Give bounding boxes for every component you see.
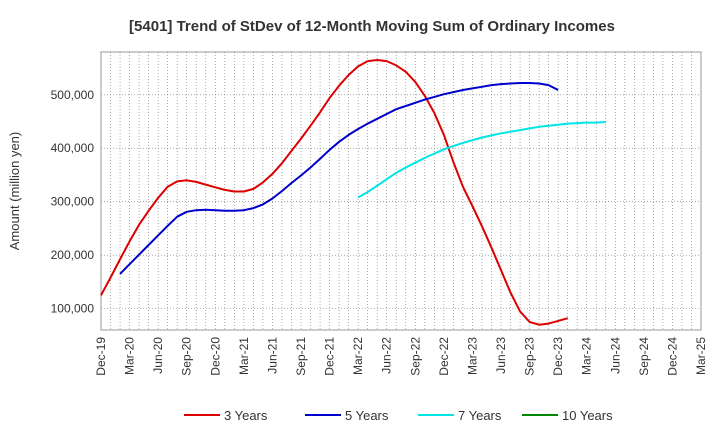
legend-label: 7 Years — [458, 408, 502, 423]
x-tick-label: Sep-20 — [180, 337, 194, 376]
x-tick-label: Dec-21 — [323, 337, 337, 376]
x-tick-label: Dec-19 — [94, 337, 108, 376]
x-tick-label: Sep-21 — [294, 337, 308, 376]
x-tick-label: Mar-22 — [351, 337, 365, 375]
x-tick-label: Sep-23 — [523, 337, 537, 376]
series-line-5-years — [119, 82, 559, 275]
x-tick-label: Mar-25 — [694, 337, 708, 375]
x-axis: Dec-19 Mar-20 Jun-20 Sep-20 Dec-20 Mar-21 Jun-… — [94, 337, 708, 376]
x-tick-label: Jun-22 — [380, 337, 394, 374]
x-tick-label: Dec-23 — [551, 337, 565, 376]
y-axis: 100,000 200,000 300,000 400,000 500,000 — [51, 88, 95, 316]
x-tick-label: Jun-20 — [151, 337, 165, 374]
series-lines — [100, 59, 606, 326]
x-tick-label: Jun-23 — [494, 337, 508, 374]
y-tick-label: 300,000 — [51, 195, 95, 209]
x-tick-label: Jun-24 — [608, 337, 622, 374]
y-tick-label: 100,000 — [51, 302, 95, 316]
legend-label: 3 Years — [224, 408, 268, 423]
x-tick-label: Sep-22 — [408, 337, 422, 376]
x-tick-label: Mar-21 — [237, 337, 251, 375]
y-axis-label: Amount (million yen) — [7, 132, 22, 251]
x-tick-label: Dec-24 — [665, 337, 679, 376]
legend: 3 Years 5 Years 7 Years 10 Years — [184, 408, 613, 423]
y-tick-label: 500,000 — [51, 88, 95, 102]
x-tick-label: Sep-24 — [637, 337, 651, 376]
x-tick-label: Mar-23 — [465, 337, 479, 375]
y-tick-label: 200,000 — [51, 248, 95, 262]
series-line-3-years — [100, 59, 568, 326]
x-tick-label: Mar-20 — [123, 337, 137, 375]
x-tick-label: Dec-22 — [437, 337, 451, 376]
plot-area — [100, 51, 702, 331]
grid — [101, 52, 701, 330]
legend-label: 5 Years — [345, 408, 389, 423]
y-tick-label: 400,000 — [51, 141, 95, 155]
x-tick-label: Dec-20 — [208, 337, 222, 376]
chart-title: [5401] Trend of StDev of 12-Month Moving… — [129, 18, 615, 35]
x-tick-label: Jun-21 — [265, 337, 279, 374]
x-tick-label: Mar-24 — [580, 337, 594, 375]
legend-label: 10 Years — [562, 408, 613, 423]
series-line-7-years — [357, 121, 606, 199]
